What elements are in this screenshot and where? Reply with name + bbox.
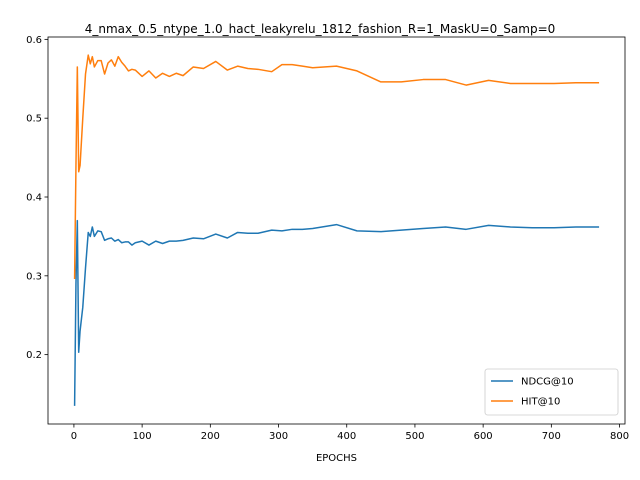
- x-axis: 0 100 200 300 400 500 600 700 800: [71, 424, 629, 442]
- axes-frame: [47, 36, 626, 425]
- plot-series: [73, 54, 600, 406]
- y-tick-label: 0.6: [26, 35, 42, 46]
- x-tick-label: 100: [133, 431, 152, 442]
- y-tick-label: 0.2: [26, 350, 42, 361]
- y-tick-label: 0.5: [26, 114, 42, 125]
- legend: NDCG@10 HIT@10: [484, 368, 619, 416]
- y-axis: 0.2 0.3 0.4 0.5 0.6: [26, 35, 48, 361]
- x-tick-label: 300: [269, 431, 288, 442]
- y-tick-label: 0.4: [26, 193, 42, 204]
- x-tick-label: 500: [405, 431, 424, 442]
- series-line-ndcg-10: [73, 219, 600, 406]
- x-axis-label: EPOCHS: [316, 453, 357, 464]
- series-line-hit-10: [73, 54, 600, 279]
- y-tick-label: 0.3: [26, 271, 42, 282]
- chart-title: 4_nmax_0.5_ntype_1.0_hact_leakyrelu_1812…: [85, 22, 556, 36]
- legend-label-hit-10: HIT@10: [521, 397, 560, 408]
- legend-box: [484, 368, 619, 416]
- x-tick-label: 0: [71, 431, 77, 442]
- x-tick-label: 700: [542, 431, 561, 442]
- x-tick-label: 600: [474, 431, 493, 442]
- x-tick-label: 200: [201, 431, 220, 442]
- x-tick-label: 800: [610, 431, 629, 442]
- x-tick-label: 400: [337, 431, 356, 442]
- legend-label-ndcg-10: NDCG@10: [521, 377, 574, 388]
